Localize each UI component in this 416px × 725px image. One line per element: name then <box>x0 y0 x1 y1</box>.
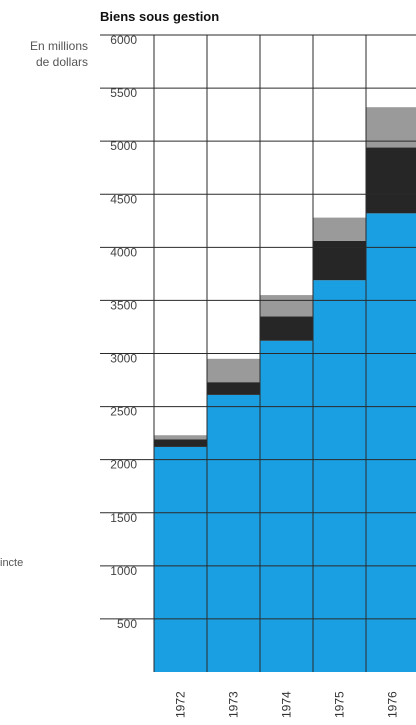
y-tick-label-4000: 4000 <box>110 245 137 259</box>
y-tick-label-3000: 3000 <box>110 352 137 366</box>
bar-1972-segment-1 <box>154 439 207 447</box>
bar-layer <box>154 107 416 673</box>
bar-1972-segment-2 <box>154 435 207 440</box>
chart-title: Biens sous gestion <box>100 9 219 24</box>
x-tick-label-1976: 1976 <box>386 691 400 718</box>
bar-1974-segment-1 <box>260 316 313 341</box>
bar-1973-segment-0 <box>207 394 260 672</box>
bar-1976-segment-1 <box>366 147 416 214</box>
y-tick-label-3500: 3500 <box>110 298 137 312</box>
x-tick-labels: 1972 1973 1974 1975 1976 <box>174 691 400 718</box>
x-tick-label-1972: 1972 <box>174 691 188 718</box>
bar-1975-segment-2 <box>313 217 366 241</box>
y-tick-label-6000: 6000 <box>110 33 137 47</box>
x-tick-label-1975: 1975 <box>333 691 347 718</box>
y-tick-label-2500: 2500 <box>110 405 137 419</box>
side-label: incte <box>0 557 23 569</box>
bar-1974-segment-0 <box>260 340 313 672</box>
y-tick-label-4500: 4500 <box>110 192 137 206</box>
bar-1976-segment-0 <box>366 213 416 673</box>
bar-1975-segment-0 <box>313 280 366 672</box>
x-tick-label-1973: 1973 <box>227 691 241 718</box>
bar-1974-segment-2 <box>260 295 313 317</box>
y-tick-label-2000: 2000 <box>110 458 137 472</box>
y-axis-unit-line-1: En millions <box>30 39 88 53</box>
bar-1973-segment-1 <box>207 382 260 395</box>
bar-1972-segment-0 <box>154 446 207 672</box>
grid-layer <box>100 34 416 672</box>
y-tick-label-500: 500 <box>117 617 137 631</box>
y-tick-labels: 500 1000 1500 2000 2500 3000 3500 4000 4500 5000 5… <box>110 33 137 631</box>
y-axis-unit-line-2: de dollars <box>36 55 88 69</box>
bar-1973-segment-2 <box>207 358 260 383</box>
y-tick-label-1500: 1500 <box>110 511 137 525</box>
y-tick-label-5500: 5500 <box>110 86 137 100</box>
y-tick-label-1000: 1000 <box>110 564 137 578</box>
y-tick-label-5000: 5000 <box>110 139 137 153</box>
x-tick-label-1974: 1974 <box>280 691 294 718</box>
